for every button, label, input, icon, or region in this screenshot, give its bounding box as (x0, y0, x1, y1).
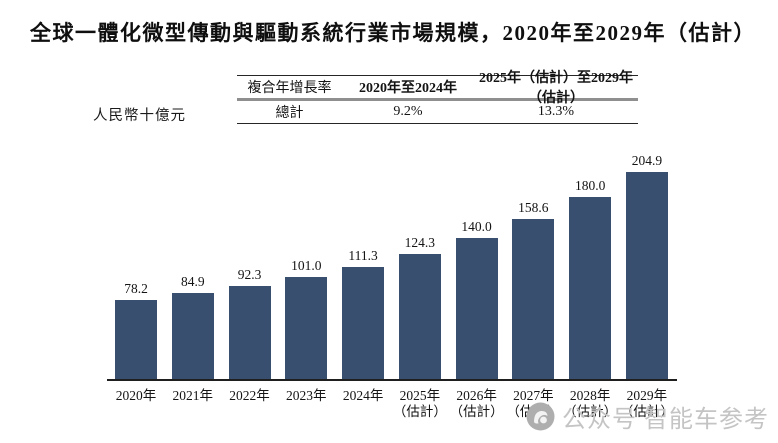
x-axis-tick-label: 2023年 (286, 388, 327, 403)
bar (228, 285, 271, 379)
bar-value-label: 204.9 (631, 153, 663, 169)
x-axis-tick-label: 2021年 (172, 388, 214, 403)
bar-value-label: 111.3 (348, 247, 378, 263)
bar-value-label: 92.3 (237, 266, 262, 282)
x-axis-estimate-note: （估計） (563, 404, 618, 419)
x-axis-tick-label: 2026年 （估計） (449, 388, 504, 419)
x-axis-labels: 2020年 2021年 2022年 2023年 2024年 2025年 （估計） 2026年（… (107, 388, 677, 420)
x-axis-estimate-note: （估計） (449, 404, 504, 419)
bar-value-label: 180.0 (574, 178, 606, 194)
bar-value-label: 158.6 (518, 200, 549, 215)
bar-column: 78.2 (115, 153, 157, 379)
bar (285, 277, 328, 379)
bar-column: 158.6 (512, 153, 555, 379)
x-axis-tick-label: 2029年 （估計） (619, 388, 674, 419)
cagr-table: 複合年增長率 2020年至2024年 2025年（估計）至2029年（估計） 總… (237, 71, 638, 124)
bar-value-label: 124.3 (404, 234, 436, 250)
bar (398, 253, 441, 379)
bar-column: 111.3 (342, 153, 385, 379)
x-axis-tick-label: 2025年 （估計） (392, 388, 447, 419)
x-axis-tick-label: 2020年 (115, 388, 157, 403)
bar-column: 101.0 (285, 153, 328, 379)
bar (625, 172, 668, 379)
bar (455, 237, 498, 379)
x-axis-estimate-note: （估計） (506, 404, 561, 419)
bar-value-label: 101.0 (291, 258, 322, 274)
bar-column: 124.3 (398, 153, 441, 379)
cagr-total-label: 總計 (275, 106, 304, 121)
x-axis-tick-label: 2022年 (229, 388, 270, 403)
bar (342, 266, 385, 379)
bar-value-label: 84.9 (180, 274, 205, 290)
cagr-value-2025-2029: 13.3% (537, 104, 575, 119)
cagr-table-total-row: 總計 9.2% 13.3% (237, 101, 638, 123)
bar-column: 84.9 (171, 153, 214, 379)
bar (569, 197, 612, 379)
x-axis-estimate-note: （估計） (619, 404, 674, 419)
bar (115, 300, 157, 379)
cagr-header-metric: 複合年增長率 (247, 81, 332, 96)
bar-column: 140.0 (455, 153, 498, 379)
cagr-header-period-2020-2024: 2020年至2024年 (359, 81, 457, 96)
y-axis-unit-label: 人民幣十億元 (93, 108, 186, 124)
x-axis-tick-label: 2027年 （估計） (506, 388, 561, 419)
bar-column: 92.3 (228, 153, 271, 379)
bar-column: 204.9 (625, 153, 668, 379)
x-axis-tick-label: 2024年 (342, 388, 384, 403)
bar-column: 180.0 (569, 153, 612, 379)
bar (512, 219, 555, 379)
cagr-header-period-2025-2029: 2025年（估計）至2029年（估計） (479, 71, 633, 106)
cagr-value-2020-2024: 9.2% (393, 104, 423, 119)
bar-value-label: 140.0 (461, 218, 492, 234)
bar-value-label: 78.2 (124, 281, 148, 297)
x-axis-estimate-note: （估計） (392, 404, 447, 419)
cagr-table-header-row: 複合年增長率 2020年至2024年 2025年（估計）至2029年（估計） (237, 71, 638, 106)
page-title: 全球一體化微型傳動與驅動系統行業市場規模，2020年至2029年（估計） (30, 21, 756, 45)
bar-chart-plot-area: 78.2 84.9 92.3 101.0 111.3 124.3 140.0 158.6 180… (107, 153, 677, 381)
x-axis-tick-label: 2028年 （估計） (563, 388, 618, 419)
bar (171, 293, 214, 379)
